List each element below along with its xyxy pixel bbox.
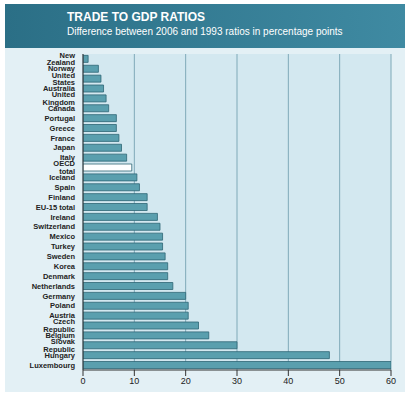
svg-text:20: 20 — [181, 376, 191, 386]
svg-text:Turkey: Turkey — [51, 242, 76, 251]
svg-text:Finland: Finland — [48, 193, 75, 202]
svg-text:Mexico: Mexico — [50, 232, 76, 241]
svg-text:France: France — [50, 134, 75, 143]
svg-text:EU-15 total: EU-15 total — [36, 203, 75, 212]
svg-text:Luxembourg: Luxembourg — [30, 361, 76, 370]
svg-text:10: 10 — [129, 376, 139, 386]
svg-text:Korea: Korea — [54, 262, 76, 271]
svg-text:Canada: Canada — [48, 104, 76, 113]
svg-text:Poland: Poland — [50, 301, 75, 310]
svg-text:30: 30 — [232, 376, 242, 386]
svg-text:Greece: Greece — [50, 124, 75, 133]
svg-text:Sweden: Sweden — [47, 252, 76, 261]
svg-text:Germany: Germany — [42, 292, 75, 301]
svg-text:Ireland: Ireland — [50, 213, 75, 222]
svg-text:Iceland: Iceland — [49, 173, 75, 182]
svg-text:40: 40 — [283, 376, 293, 386]
svg-text:Netherlands: Netherlands — [32, 282, 75, 291]
svg-text:Spain: Spain — [55, 183, 76, 192]
svg-text:0: 0 — [80, 376, 85, 386]
svg-text:50: 50 — [335, 376, 345, 386]
svg-text:Hungary: Hungary — [45, 351, 76, 360]
svg-text:Portugal: Portugal — [45, 114, 75, 123]
svg-text:Switzerland: Switzerland — [33, 222, 75, 231]
svg-text:Japan: Japan — [53, 143, 75, 152]
svg-text:Denmark: Denmark — [43, 272, 76, 281]
svg-text:60: 60 — [386, 376, 396, 386]
